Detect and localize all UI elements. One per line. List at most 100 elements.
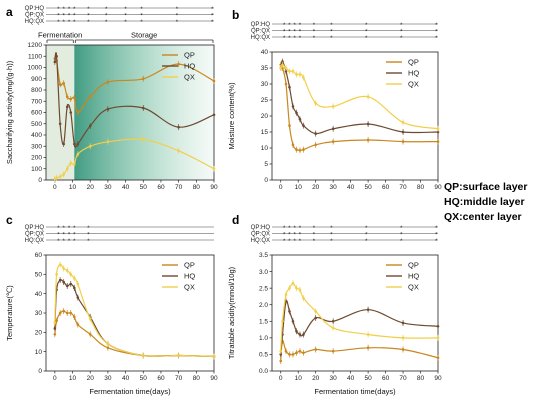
data-point-qx (76, 282, 80, 286)
x-tick-label: 20 (87, 184, 95, 191)
y-tick-label: 1200 (28, 42, 43, 49)
data-point-hq (366, 308, 370, 311)
significance-mark: * (288, 232, 291, 238)
significance-mark: * (283, 36, 286, 42)
data-point-hq (436, 324, 440, 328)
significance-mark: * (57, 20, 60, 26)
significance-mark: * (294, 239, 297, 245)
significance-mark: * (365, 23, 368, 29)
data-point-qx (177, 354, 180, 357)
significance-mark: * (330, 23, 333, 29)
legend-label-qx: QX (184, 283, 195, 292)
data-point-qx (106, 140, 110, 144)
significance-mark: * (294, 226, 297, 232)
y-tick-label: 0 (38, 177, 42, 184)
data-point-qp (288, 124, 291, 127)
x-tick-label: 0 (53, 375, 57, 382)
significance-mark: * (299, 36, 302, 42)
significance-mark: * (176, 13, 179, 19)
data-point-qp (295, 351, 298, 355)
significance-mark: * (124, 13, 127, 19)
data-point-hq (141, 106, 145, 110)
data-point-hq (62, 142, 65, 146)
note-qp: QP:surface layer (444, 181, 528, 193)
x-tick-label: 90 (434, 375, 442, 382)
significance-mark: * (400, 23, 403, 29)
x-tick-label: 80 (193, 184, 201, 191)
legend-label-qp: QP (184, 51, 195, 60)
significance-mark: * (365, 29, 368, 35)
data-point-qx (291, 69, 295, 73)
significance-mark: * (299, 226, 302, 232)
y-tick-label: 15 (261, 129, 269, 136)
y-tick-label: 20 (261, 113, 269, 120)
data-point-hq (58, 122, 62, 126)
data-point-qp (366, 346, 370, 350)
significance-mark: * (57, 232, 60, 238)
y-tick-label: 5 (264, 161, 268, 168)
significance-mark: * (140, 7, 143, 13)
significance-mark: * (211, 7, 214, 13)
data-point-qp (314, 348, 317, 351)
y-tick-label: 3.5 (259, 252, 268, 259)
x-tick-label: 60 (382, 375, 390, 382)
significance-mark: * (211, 13, 214, 19)
y-tick-label: 1100 (28, 53, 42, 60)
significance-mark: * (68, 7, 71, 13)
data-point-qp (298, 148, 302, 152)
significance-mark: * (294, 232, 297, 238)
data-point-qp (331, 349, 335, 353)
y-tick-label: 35 (261, 65, 269, 72)
y-tick-label: 10 (261, 145, 269, 152)
data-point-qp (279, 359, 283, 363)
data-point-qx (69, 273, 73, 276)
y-tick-label: 2.0 (259, 302, 268, 309)
data-point-qp (177, 62, 180, 66)
data-point-qp (65, 95, 69, 99)
data-point-hq (88, 124, 92, 128)
x-axis-label: Fermentation time(days) (314, 387, 396, 396)
data-point-qx (436, 336, 440, 340)
significance-mark: * (435, 226, 438, 232)
y-axis-label: Titratable acidity(mmol/10g) (227, 266, 236, 359)
significance-mark: * (283, 29, 286, 35)
legend-label-qp: QP (408, 261, 419, 270)
data-point-qp (72, 96, 76, 100)
significance-mark: * (140, 13, 143, 19)
significance-row-label: QP:HQ (251, 22, 271, 28)
significance-mark: * (288, 36, 291, 42)
data-point-qx (72, 162, 76, 166)
significance-mark: * (73, 13, 76, 19)
significance-mark: * (435, 23, 438, 29)
data-point-qp (366, 138, 370, 142)
series-line-hq (280, 299, 439, 355)
y-tick-label: 400 (31, 132, 42, 139)
data-point-qp (314, 143, 317, 147)
data-point-qx (366, 95, 370, 99)
significance-mark: * (299, 23, 302, 29)
data-point-hq (298, 117, 302, 121)
data-point-qx (69, 161, 73, 165)
data-point-qx (298, 73, 302, 76)
data-point-hq (279, 353, 283, 356)
data-point-hq (72, 142, 76, 146)
data-point-qp (106, 80, 110, 84)
x-tick-label: 10 (295, 375, 303, 382)
note-hq: HQ:middle layer (444, 196, 525, 208)
series-line-qx (280, 282, 439, 352)
significance-mark: * (283, 23, 286, 29)
data-point-qx (331, 326, 335, 330)
data-point-qp (288, 353, 291, 356)
data-point-qx (65, 167, 69, 171)
significance-mark: * (330, 29, 333, 35)
significance-row-label: QP:QX (25, 232, 44, 238)
significance-mark: * (68, 226, 71, 232)
significance-mark: * (87, 20, 90, 26)
significance-mark: * (294, 36, 297, 42)
x-tick-label: 0 (53, 184, 57, 191)
significance-mark: * (330, 239, 333, 245)
data-point-hq (291, 319, 295, 323)
data-point-qp (284, 349, 288, 353)
data-point-qx (76, 152, 80, 156)
